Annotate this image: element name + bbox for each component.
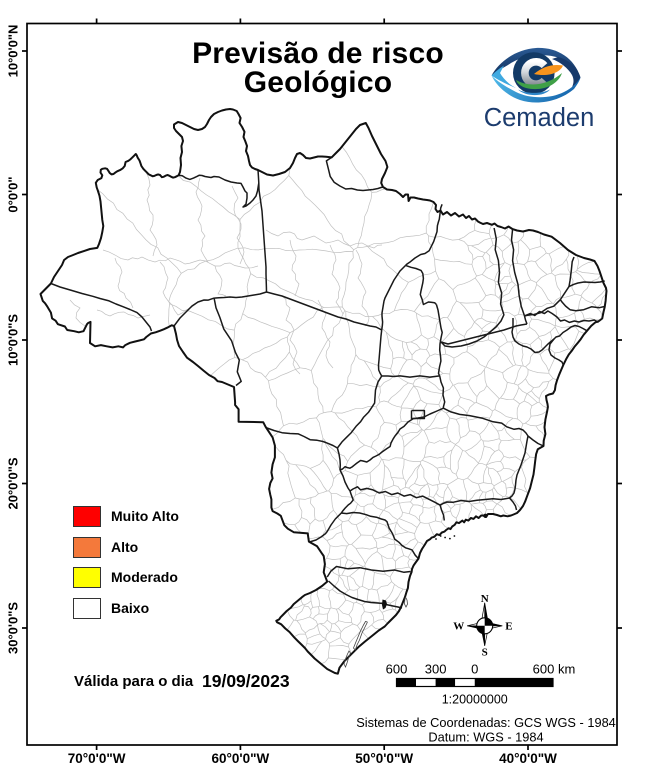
svg-text:W: W [453,621,464,633]
svg-text:0°0'0": 0°0'0" [6,176,21,212]
svg-text:S: S [482,646,488,658]
svg-text:10°0'0"S: 10°0'0"S [6,314,21,366]
svg-text:E: E [505,621,512,633]
svg-text:Sistemas de Coordenadas: GCS W: Sistemas de Coordenadas: GCS WGS - 1984 [356,715,616,730]
svg-text:30°0'0"S: 30°0'0"S [6,602,21,654]
svg-text:N: N [481,593,489,605]
svg-text:70°0'0"W: 70°0'0"W [68,751,126,766]
svg-text:50°0'0"W: 50°0'0"W [355,751,413,766]
svg-text:40°0'0"W: 40°0'0"W [499,751,557,766]
svg-text:0: 0 [471,662,478,677]
svg-text:1:20000000: 1:20000000 [442,693,508,707]
svg-text:20°0'0"S: 20°0'0"S [6,457,21,509]
svg-text:10°0'0"N: 10°0'0"N [6,25,21,78]
svg-text:300: 300 [425,662,447,677]
svg-text:600 km: 600 km [533,662,576,677]
svg-text:600: 600 [386,662,408,677]
svg-text:60°0'0"W: 60°0'0"W [212,751,270,766]
svg-text:Datum: WGS - 1984: Datum: WGS - 1984 [428,730,543,745]
